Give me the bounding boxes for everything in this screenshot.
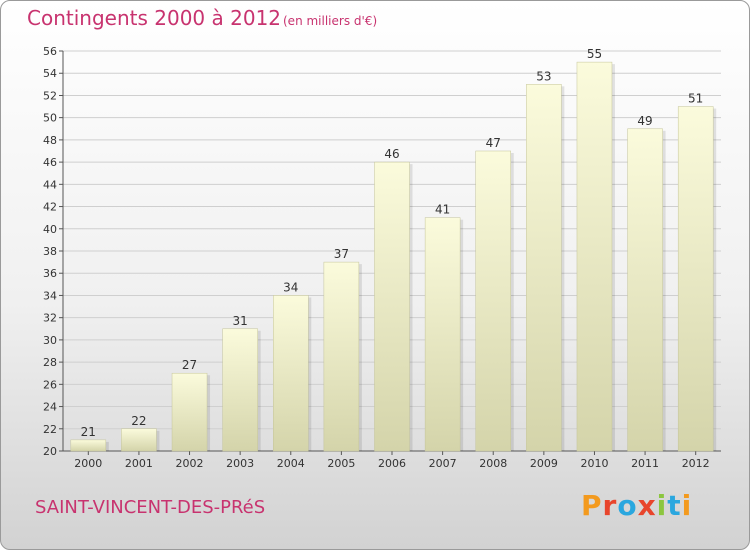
- y-tick-label: 54: [43, 67, 57, 80]
- bar-2003: [222, 328, 258, 452]
- y-tick-label: 56: [43, 45, 57, 58]
- bar-2010: [576, 61, 613, 452]
- x-tick-label: 2004: [277, 457, 305, 470]
- data-label: 47: [486, 136, 501, 150]
- data-label: 31: [233, 314, 248, 328]
- x-tick-label: 2005: [327, 457, 355, 470]
- y-tick-label: 22: [43, 423, 57, 436]
- labels: 2000 21 2001 22 2002 27 2003 31 2004 34 2005 37 2006…: [74, 47, 709, 470]
- bar-2009: [526, 84, 562, 452]
- y-tick-label: 32: [43, 312, 57, 325]
- x-tick-label: 2008: [479, 457, 507, 470]
- chart-unit: (en milliers d'€): [283, 14, 378, 28]
- x-tick-label: 2002: [176, 457, 204, 470]
- data-label: 41: [435, 203, 450, 217]
- logo-letter: x: [637, 489, 657, 522]
- x-tick-label: 2007: [429, 457, 457, 470]
- bar-2012: [677, 106, 714, 452]
- x-tick-label: 2011: [631, 457, 659, 470]
- bars: [70, 61, 717, 452]
- x-tick-label: 2000: [74, 457, 102, 470]
- y-tick-label: 20: [43, 445, 57, 458]
- bar-2002: [171, 372, 208, 452]
- x-tick-label: 2012: [682, 457, 710, 470]
- axes: 20 22 24 26 28 30 32 34 36 38 40 42 44 46 48 50 52 54 56: [43, 45, 721, 458]
- y-tick-label: 42: [43, 201, 57, 214]
- x-tick-label: 2010: [580, 457, 608, 470]
- data-label: 46: [384, 147, 399, 161]
- y-tick-label: 28: [43, 356, 57, 369]
- logo-letter: P: [581, 489, 603, 522]
- data-label: 22: [131, 414, 146, 428]
- y-tick-label: 44: [43, 178, 57, 191]
- y-tick-label: 48: [43, 134, 57, 147]
- bar-2005: [323, 261, 360, 452]
- y-tick-label: 26: [43, 378, 57, 391]
- x-tick-label: 2003: [226, 457, 254, 470]
- data-label: 34: [283, 280, 298, 294]
- y-tick-label: 46: [43, 156, 57, 169]
- data-label: 53: [536, 69, 551, 83]
- data-label: 37: [334, 247, 349, 261]
- y-tick-label: 38: [43, 245, 57, 258]
- commune-name: SAINT-VINCENT-DES-PRéS: [35, 497, 266, 518]
- y-tick-label: 36: [43, 267, 57, 280]
- x-tick-label: 2001: [125, 457, 153, 470]
- logo-letter: i: [681, 489, 693, 522]
- bar-2001: [121, 428, 157, 452]
- data-label: 49: [637, 114, 652, 128]
- y-tick-label: 30: [43, 334, 57, 347]
- logo-letter: t: [667, 489, 682, 522]
- y-tick-label: 24: [43, 401, 57, 414]
- y-tick-label: 50: [43, 112, 57, 125]
- logo-letter: i: [656, 489, 668, 522]
- y-tick-label: 34: [43, 289, 57, 302]
- logo-letter: o: [617, 489, 638, 522]
- data-label: 55: [587, 47, 602, 61]
- chart-title: Contingents 2000 à 2012: [27, 6, 282, 30]
- y-tick-label: 40: [43, 223, 57, 236]
- data-label: 21: [81, 425, 96, 439]
- proxiti-logo[interactable]: Proxiti: [581, 489, 692, 522]
- bar-2006: [374, 161, 410, 452]
- x-tick-label: 2006: [378, 457, 406, 470]
- bar-2004: [273, 295, 309, 452]
- bar-2011: [627, 128, 663, 452]
- bar-2000: [70, 439, 107, 452]
- data-label: 51: [688, 92, 703, 106]
- bar-2007: [424, 217, 461, 452]
- bar-2008: [475, 150, 511, 452]
- y-tick-label: 52: [43, 89, 57, 102]
- x-tick-label: 2009: [530, 457, 558, 470]
- logo-letter: r: [602, 489, 618, 522]
- data-label: 27: [182, 358, 197, 372]
